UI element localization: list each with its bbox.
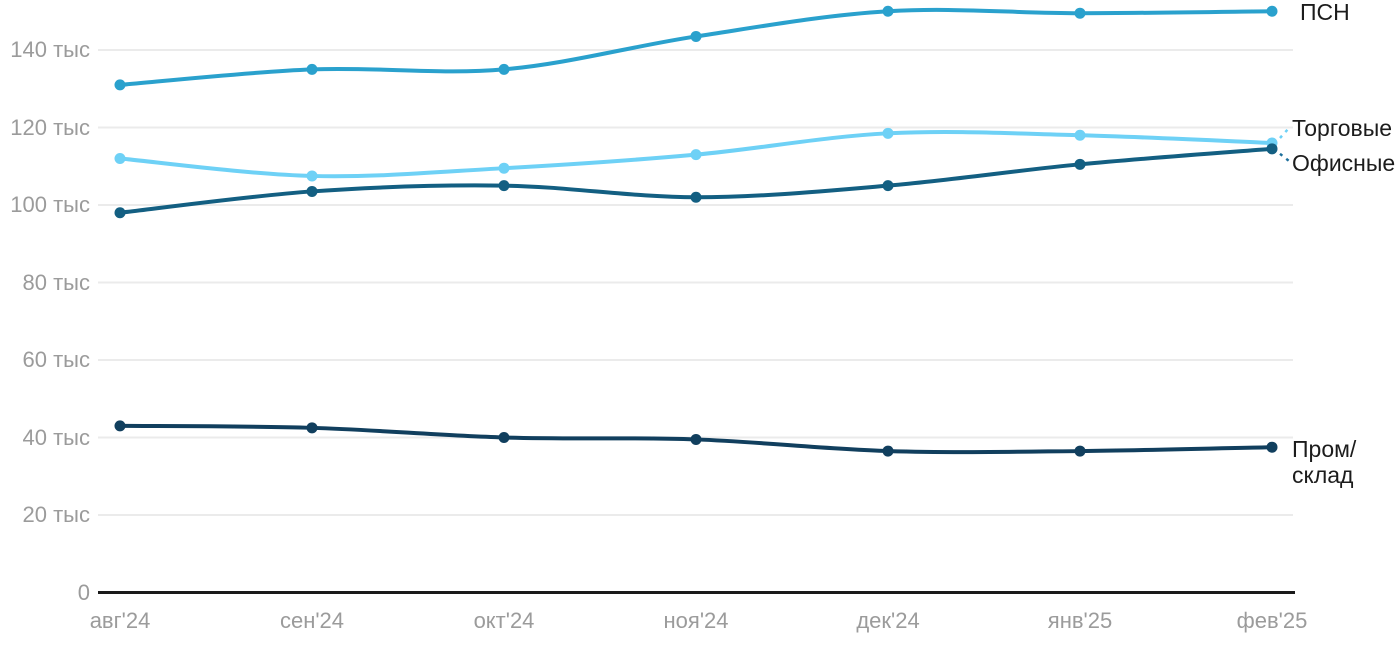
data-point-prom-sklad xyxy=(1266,441,1278,453)
data-point-psn xyxy=(306,63,318,75)
data-point-ofisnye xyxy=(1074,158,1086,170)
data-point-torgovye xyxy=(1074,129,1086,141)
data-point-torgovye xyxy=(114,153,126,164)
y-axis-tick-label: 40 тыс xyxy=(22,424,90,450)
data-point-torgovye xyxy=(498,162,510,174)
data-point-prom-sklad xyxy=(1074,445,1086,457)
data-point-psn xyxy=(1074,7,1086,19)
x-axis-tick-label: сен'24 xyxy=(279,608,345,633)
y-axis-tick-label: 100 тыс xyxy=(10,192,90,217)
data-point-ofisnye xyxy=(306,185,318,197)
data-point-prom-sklad xyxy=(498,432,510,443)
x-axis-tick-label: дек'24 xyxy=(856,608,920,633)
data-point-torgovye xyxy=(690,149,702,161)
y-axis-tick-label: 120 тыс xyxy=(10,114,90,140)
x-axis-tick-label: авг'24 xyxy=(89,608,151,633)
data-point-psn xyxy=(1266,5,1278,17)
data-point-psn xyxy=(882,5,894,17)
data-point-torgovye xyxy=(306,170,318,182)
y-axis-tick-label: 60 тыс xyxy=(22,347,90,372)
series-label-psn: ПСН xyxy=(1300,0,1350,25)
data-point-ofisnye xyxy=(882,180,894,192)
data-point-prom-sklad xyxy=(114,420,126,432)
series-line-psn xyxy=(118,7,1274,87)
data-point-psn xyxy=(114,79,126,91)
data-point-torgovye xyxy=(882,127,894,139)
series-label-ofisnye: Офисные xyxy=(1292,150,1396,176)
leader-line-ofisnye xyxy=(1279,152,1290,162)
x-axis-tick-label: окт'24 xyxy=(473,608,535,633)
y-axis-tick-label: 80 тыс xyxy=(22,269,90,295)
data-point-prom-sklad xyxy=(690,433,702,445)
y-axis-tick-label: 140 тыс xyxy=(10,37,90,62)
data-point-psn xyxy=(498,63,510,75)
leader-line-torgovye xyxy=(1279,127,1290,139)
data-point-ofisnye xyxy=(1266,143,1278,155)
data-point-psn xyxy=(690,30,702,42)
x-axis-tick-label: ноя'24 xyxy=(663,608,729,633)
y-axis-tick-label: 0 xyxy=(77,579,90,605)
x-axis-tick-label: фев'25 xyxy=(1236,608,1308,633)
series-label-torgovye: Торговые xyxy=(1292,115,1393,141)
data-point-ofisnye xyxy=(498,180,510,192)
y-axis-tick-label: 20 тыс xyxy=(22,502,90,527)
series-label-prom-sklad: Пром/ склад xyxy=(1292,436,1357,488)
data-point-ofisnye xyxy=(114,207,126,219)
data-point-ofisnye xyxy=(690,191,702,203)
data-point-prom-sklad xyxy=(882,445,894,457)
data-point-prom-sklad xyxy=(306,422,318,434)
x-axis-tick-label: янв'25 xyxy=(1047,608,1113,633)
